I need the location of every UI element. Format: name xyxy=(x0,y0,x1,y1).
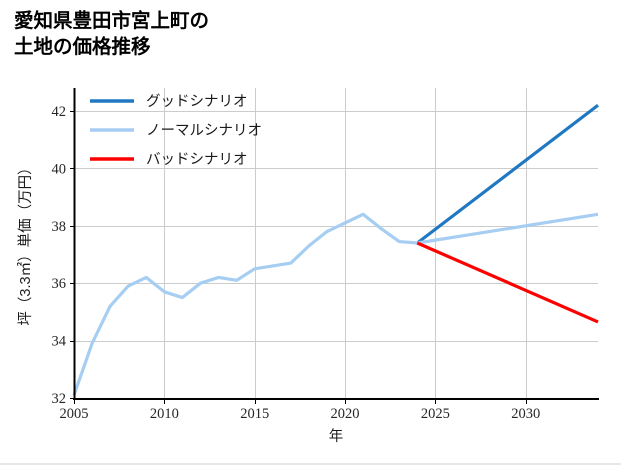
x-tick-label: 2005 xyxy=(60,406,89,422)
x-tick-label: 2025 xyxy=(421,406,450,422)
tick-labels-group: 32 34 36 38 40 42 2005 2010 2015 2020 2025 2030 xyxy=(52,104,541,422)
y-tick-label: 36 xyxy=(52,276,67,292)
series-group xyxy=(72,103,599,396)
x-tick-label: 2030 xyxy=(511,406,540,422)
x-tick-label: 2010 xyxy=(150,406,179,422)
series-line-0 xyxy=(416,103,599,245)
x-tick-label: 2020 xyxy=(331,406,360,422)
legend-label-0: グッドシナリオ xyxy=(146,93,248,110)
y-tick-label: 34 xyxy=(52,334,67,350)
axes-group xyxy=(70,88,599,404)
chart-title: 愛知県豊田市宮上町の 土地の価格推移 xyxy=(14,10,210,59)
y-tick-label: 38 xyxy=(52,219,67,235)
y-tick-label: 40 xyxy=(52,161,67,177)
x-tick-label: 2015 xyxy=(240,406,269,422)
legend-label-1: ノーマルシナリオ xyxy=(146,123,262,139)
legend-label-2: バッドシナリオ xyxy=(146,152,248,168)
series-line-2 xyxy=(416,241,599,324)
axis-titles-group: 年 坪（3.3㎡）単価（万円） xyxy=(17,160,343,445)
x-axis-title: 年 xyxy=(329,428,344,445)
y-tick-label: 32 xyxy=(52,391,67,407)
y-axis-title: 坪（3.3㎡）単価（万円） xyxy=(17,160,34,325)
y-tick-label: 42 xyxy=(52,104,67,120)
series-line-1 xyxy=(72,212,599,396)
